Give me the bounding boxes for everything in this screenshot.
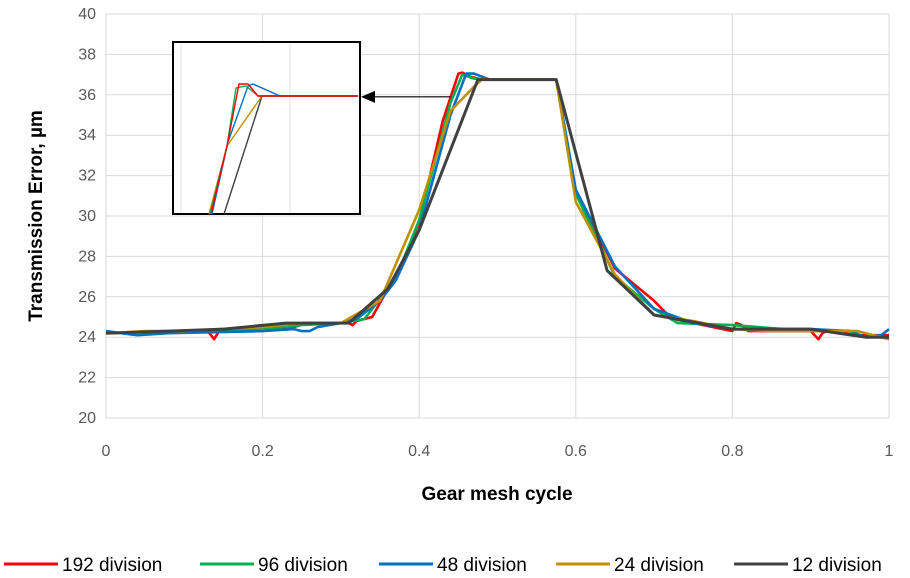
y-axis-ticks: 20 22 24 26 28 30 32 34 36 38 40 [78, 6, 96, 427]
y-axis-title: Transmission Error, µm [26, 110, 47, 322]
x-axis-ticks: 0 0.2 0.4 0.6 0.8 1 [102, 443, 894, 460]
y-tick-label: 26 [78, 289, 96, 306]
x-axis-title: Gear mesh cycle [421, 484, 572, 505]
y-tick-label: 34 [78, 127, 96, 144]
legend: 192 division 96 division 48 division 24 div… [4, 555, 882, 576]
x-tick-label: 0.8 [721, 443, 743, 460]
inset-frame [172, 41, 361, 215]
y-tick-label: 32 [78, 168, 96, 185]
y-tick-label: 30 [78, 208, 96, 225]
x-tick-label: 1 [885, 443, 894, 460]
legend-label-96-division: 96 division [258, 555, 348, 576]
legend-label-192-division: 192 division [62, 555, 162, 576]
x-tick-label: 0.4 [408, 443, 430, 460]
legend-label-12-division: 12 division [792, 555, 882, 576]
y-tick-label: 38 [78, 46, 96, 63]
y-tick-label: 28 [78, 248, 96, 265]
inset-series-line [210, 83, 358, 215]
y-tick-label: 22 [78, 370, 96, 387]
x-tick-label: 0.6 [565, 443, 587, 460]
x-tick-label: 0 [102, 443, 111, 460]
legend-label-48-division: 48 division [437, 555, 527, 576]
zoom-inset [172, 41, 451, 215]
series-line-12-division [105, 78, 889, 339]
y-tick-label: 24 [78, 329, 96, 346]
y-tick-label: 20 [78, 410, 96, 427]
inset-arrow-head [361, 90, 375, 103]
y-tick-label: 36 [78, 87, 96, 104]
series-lines [105, 71, 890, 341]
y-tick-label: 40 [78, 6, 96, 23]
x-tick-label: 0.2 [251, 443, 273, 460]
legend-label-24-division: 24 division [614, 555, 704, 576]
